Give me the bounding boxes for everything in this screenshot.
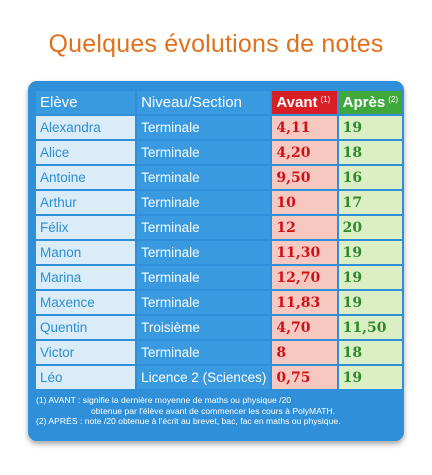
table-row: Antoine Terminale 9,50 16 xyxy=(36,166,402,189)
table-row: Marina Terminale 12,70 19 xyxy=(36,266,402,289)
footnote-1: (1) AVANT : signifie la dernière moyenne… xyxy=(36,395,292,405)
level-cell: Terminale xyxy=(137,166,271,189)
level-cell: Terminale xyxy=(137,266,271,289)
level-cell: Terminale xyxy=(137,141,271,164)
table-row: Victor Terminale 8 18 xyxy=(36,341,402,364)
column-header-before: Avant (1) xyxy=(272,91,337,114)
grade-before-cell: 0,75 xyxy=(272,366,337,389)
student-name-cell: Félix xyxy=(36,216,136,239)
student-name-cell: Léo xyxy=(36,366,136,389)
grade-before-cell: 11,83 xyxy=(272,291,337,314)
footnote-mark-1: (1) xyxy=(320,95,331,104)
grade-after-cell: 19 xyxy=(338,241,402,264)
grade-before-cell: 12 xyxy=(272,216,337,239)
grade-after-cell: 16 xyxy=(338,166,402,189)
grade-after-cell: 11,50 xyxy=(338,316,402,339)
table-row: Maxence Terminale 11,83 19 xyxy=(36,291,402,314)
grade-before-cell: 4,11 xyxy=(272,116,337,139)
level-cell: Troisième xyxy=(137,316,271,339)
student-name-cell: Marina xyxy=(36,266,136,289)
grade-after-cell: 20 xyxy=(338,216,402,239)
table-row: Félix Terminale 12 20 xyxy=(36,216,402,239)
table-header-row: Elève Niveau/Section Avant (1) Après (2) xyxy=(36,91,402,114)
student-name-cell: Antoine xyxy=(36,166,136,189)
grade-after-cell: 18 xyxy=(338,341,402,364)
student-name-cell: Arthur xyxy=(36,191,136,214)
student-name-cell: Maxence xyxy=(36,291,136,314)
student-name-cell: Quentin xyxy=(36,316,136,339)
footnote-1-continued: obtenue par l'élève avant de commencer l… xyxy=(91,405,336,416)
level-cell: Terminale xyxy=(137,216,271,239)
level-cell: Terminale xyxy=(137,341,271,364)
column-header-after: Après (2) xyxy=(338,91,402,114)
student-name-cell: Alice xyxy=(36,141,136,164)
footnote-2: (2) APRÈS : note /20 obtenue à l'écrit a… xyxy=(36,416,341,426)
table-row: Quentin Troisième 4,70 11,50 xyxy=(36,316,402,339)
table-row: Arthur Terminale 10 17 xyxy=(36,191,402,214)
grades-panel: Elève Niveau/Section Avant (1) Après (2) A… xyxy=(28,81,404,441)
table-row: Léo Licence 2 (Sciences) 0,75 19 xyxy=(36,366,402,389)
table-row: Alexandra Terminale 4,11 19 xyxy=(36,116,402,139)
level-cell: Terminale xyxy=(137,241,271,264)
grades-table: Elève Niveau/Section Avant (1) Après (2) A… xyxy=(34,89,404,391)
level-cell: Licence 2 (Sciences) xyxy=(137,366,271,389)
column-header-student: Elève xyxy=(36,91,136,114)
grade-before-cell: 10 xyxy=(272,191,337,214)
grade-after-cell: 19 xyxy=(338,266,402,289)
student-name-cell: Manon xyxy=(36,241,136,264)
footnote-mark-2: (2) xyxy=(388,95,398,104)
grade-after-cell: 19 xyxy=(338,116,402,139)
grade-before-cell: 4,70 xyxy=(272,316,337,339)
level-cell: Terminale xyxy=(137,291,271,314)
grade-after-cell: 19 xyxy=(338,366,402,389)
grade-before-cell: 4,20 xyxy=(272,141,337,164)
column-header-level: Niveau/Section xyxy=(137,91,271,114)
page-title: Quelques évolutions de notes xyxy=(48,30,384,58)
table-row: Manon Terminale 11,30 19 xyxy=(36,241,402,264)
grade-before-cell: 8 xyxy=(272,341,337,364)
table-row: Alice Terminale 4,20 18 xyxy=(36,141,402,164)
student-name-cell: Victor xyxy=(36,341,136,364)
level-cell: Terminale xyxy=(137,116,271,139)
grade-after-cell: 19 xyxy=(338,291,402,314)
student-name-cell: Alexandra xyxy=(36,116,136,139)
grade-after-cell: 17 xyxy=(338,191,402,214)
level-cell: Terminale xyxy=(137,191,271,214)
grade-before-cell: 12,70 xyxy=(272,266,337,289)
grade-before-cell: 9,50 xyxy=(272,166,337,189)
grade-before-cell: 11,30 xyxy=(272,241,337,264)
footnotes: (1) AVANT : signifie la dernière moyenne… xyxy=(36,395,400,427)
grade-after-cell: 18 xyxy=(338,141,402,164)
